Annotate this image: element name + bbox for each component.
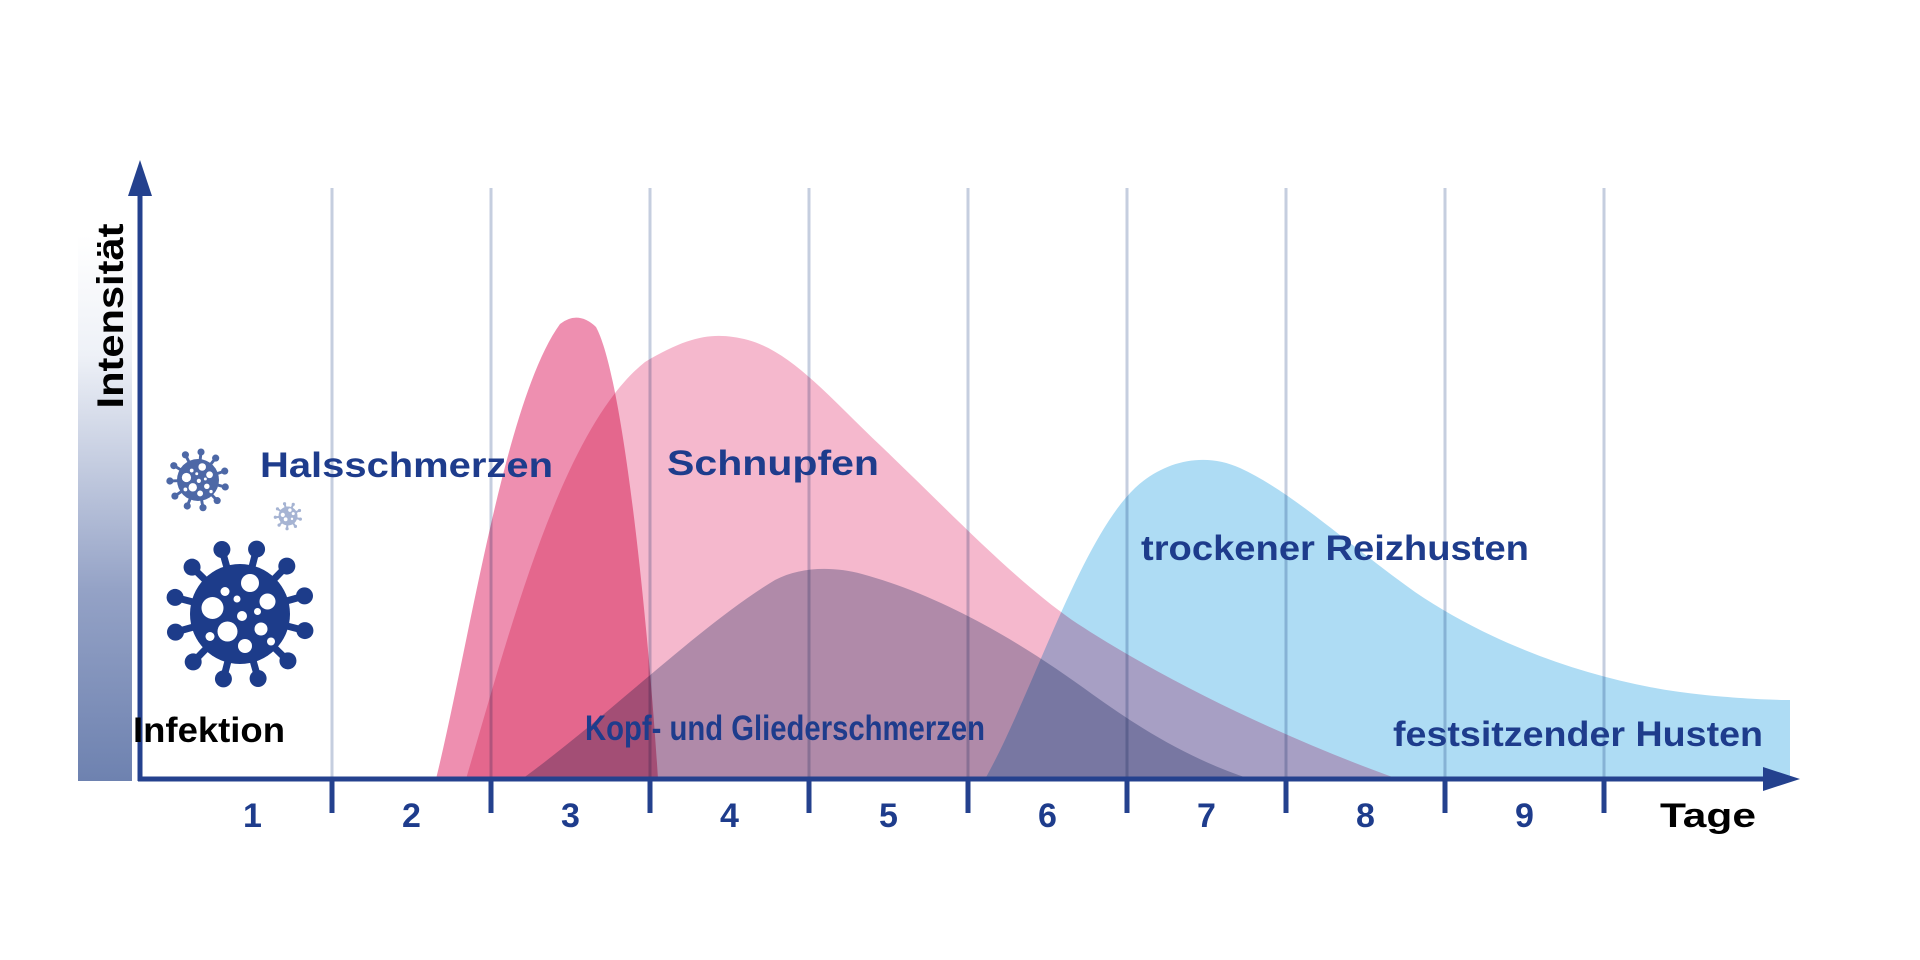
area-trockener_reizhusten [985,459,1790,779]
day-number-1: 1 [243,797,262,835]
label-kopf_und_gliederschmerzen: Kopf- und Gliederschmerzen [585,709,985,748]
x-axis-label: Tage [1660,797,1756,835]
day-number-6: 6 [1038,797,1057,835]
virus-small-icon [273,502,302,531]
label-trockener_reizhusten: trockener Reizhusten [1141,529,1529,568]
day-number-5: 5 [879,797,898,835]
intensity-gradient-bar [78,235,132,781]
infection-label: Infektion [133,711,285,750]
day-number-2: 2 [402,797,421,835]
y-axis-label: Intensität [90,224,131,409]
label-halsschmerzen: Halsschmerzen [260,446,553,485]
day-number-3: 3 [561,797,580,835]
day-numbers: 1 2 3 4 5 6 7 8 9 [243,797,1534,835]
day-number-9: 9 [1515,797,1534,835]
virus-medium-icon [166,448,229,512]
axes [128,160,1800,813]
symptom-curves [436,317,1790,779]
day-number-8: 8 [1356,797,1375,835]
day-number-7: 7 [1197,797,1216,835]
labels: Intensität Infektion Tage Halsschmerzen S… [90,224,1763,836]
day-number-4: 4 [720,797,739,835]
infection-virus-icons [166,448,314,688]
x-axis-arrow-icon [1763,767,1800,791]
series-labels: Halsschmerzen Schnupfen Kopf- und Glieders… [260,444,1763,754]
x-axis-ticks [329,779,1607,813]
virus-large-icon [166,540,314,688]
label-festsitzender_husten: festsitzender Husten [1393,715,1763,754]
y-axis-arrow-icon [128,160,152,196]
label-schnupfen: Schnupfen [667,444,879,483]
